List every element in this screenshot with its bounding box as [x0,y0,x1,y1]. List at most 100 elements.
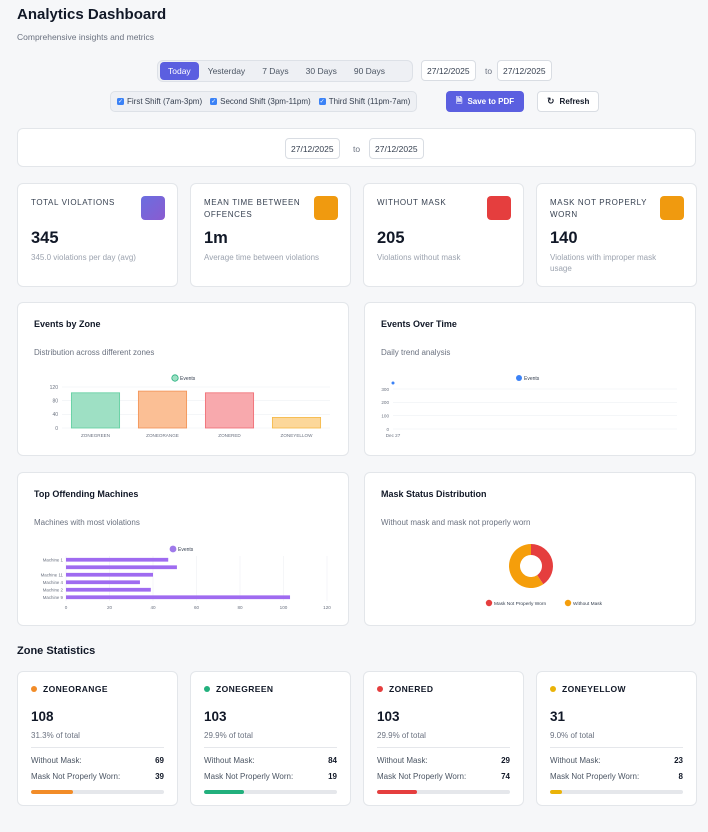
stat-label: MEAN TIME BETWEEN OFFENCES [204,198,301,219]
divider [31,747,164,748]
zone-card-yellow: ZONEYELLOW 31 9.0% of total Without Mask… [536,671,697,806]
row-label: Without Mask: [31,756,82,765]
bar [66,557,169,562]
date-range-tabs: Today Yesterday 7 Days 30 Days 90 Days [157,60,413,82]
tab-yesterday[interactable]: Yesterday [207,66,246,76]
legend-label: Events [178,547,194,553]
tab-90-days[interactable]: 90 Days [353,66,386,76]
checkbox-icon[interactable]: ✓ [117,98,124,105]
stat-card-total-violations: TOTAL VIOLATIONS 345 345.0 violations pe… [17,183,178,287]
x-tick-label: ZONEGREEN [81,433,110,438]
date-filter-panel: 27/12/2025 to 27/12/2025 [17,128,696,167]
checkbox-icon[interactable]: ✓ [210,98,218,105]
events-by-zone-chart: Events 0 40 80 120 ZONEGREEN ZONEORANGE ZONERED… [50,374,330,438]
zone-progress-fill [31,790,73,794]
zone-card-orange: ZONEORANGE 108 31.3% of total Without Ma… [17,671,178,806]
stat-card-mask-not-proper: MASK NOT PROPERLY WORN 140 Violations wi… [536,183,697,287]
chart-panel-top-machines: Top Offending Machines Machines with mos… [17,472,349,626]
chart-subtitle: Machines with most violations [34,518,140,527]
chart-panel-mask-status: Mask Status Distribution Without mask an… [364,472,696,626]
x-tick-label: 60 [194,605,200,610]
zone-row-without-mask: Without Mask: 84 [204,756,337,765]
x-tick-label: ZONEORANGE [146,433,179,438]
tab-30-days[interactable]: 30 Days [305,66,337,76]
document-icon: 🗎 [456,95,463,105]
zone-row-improper: Mask Not Properly Worn: 39 [31,772,164,781]
top-date-from-input[interactable]: 27/12/2025 [421,60,476,81]
top-machines-chart: Events 0 20 40 60 80 100 120 Machine 1 Machine 11… [41,545,331,610]
stat-description: 345.0 violations per day (avg) [31,253,136,262]
data-point [391,381,395,385]
zone-percent: 31.3% of total [31,731,80,740]
y-tick-label: Machine 11 [41,573,64,578]
shift-first[interactable]: ✓ First Shift (7am-3pm) [117,97,202,106]
stat-color-icon [660,196,684,220]
y-tick-label: 200 [381,400,389,405]
top-date-to-input[interactable]: 27/12/2025 [497,60,552,81]
tab-today[interactable]: Today [160,62,199,80]
zone-percent: 9.0% of total [550,731,595,740]
x-tick-label: 80 [237,605,243,610]
filter-date-to-input[interactable]: 27/12/2025 [369,138,424,159]
row-label: Mask Not Properly Worn: [204,772,294,781]
stat-label: TOTAL VIOLATIONS [31,198,115,207]
save-pdf-button[interactable]: 🗎 Save to PDF [446,91,525,112]
refresh-label: Refresh [559,97,590,106]
bar [70,392,121,429]
stat-color-icon [141,196,165,220]
zone-statistics-title: Zone Statistics [17,645,96,657]
shift-second[interactable]: ✓ Second Shift (3pm-11pm) [210,97,311,106]
y-tick-label: 300 [381,387,389,392]
row-value: 69 [155,756,164,765]
x-tick-label: ZONEYELLOW [281,433,314,438]
bar [137,390,188,429]
bar [66,595,291,600]
shift-third[interactable]: ✓ Third Shift (11pm-7am) [318,97,410,106]
stat-value: 205 [377,229,405,247]
y-tick-label: 0 [55,426,58,432]
zone-row-improper: Mask Not Properly Worn: 8 [550,772,683,781]
zone-dot-icon [204,686,210,692]
zone-dot-icon [31,686,37,692]
stat-value: 1m [204,229,228,247]
zone-value: 31 [550,709,566,724]
page-subtitle: Comprehensive insights and metrics [17,32,155,42]
events-over-time-chart: Events 0 100 200 300 Dec 27 [381,375,677,438]
zone-dot-icon [377,686,383,692]
page-title: Analytics Dashboard [17,6,167,23]
row-value: 8 [678,772,683,781]
checkbox-icon[interactable]: ✓ [318,98,326,105]
zone-value: 108 [31,709,54,724]
zone-name: ZONERED [389,684,434,694]
y-tick-label: Machine 9 [43,595,64,600]
refresh-button[interactable]: ↻ Refresh [537,91,600,112]
chart-title: Events Over Time [381,319,457,329]
zone-progress-fill [550,790,562,794]
x-tick-label: 120 [323,605,331,610]
zone-percent: 29.9% of total [377,731,426,740]
chart-subtitle: Without mask and mask not properly worn [381,518,531,527]
y-tick-label: 40 [52,412,58,418]
bar [204,392,255,429]
divider [550,747,683,748]
filter-date-from-input[interactable]: 27/12/2025 [285,138,340,159]
chart-subtitle: Daily trend analysis [381,348,451,357]
zone-row-without-mask: Without Mask: 29 [377,756,510,765]
zone-card-green: ZONEGREEN 103 29.9% of total Without Mas… [190,671,351,806]
zone-row-without-mask: Without Mask: 23 [550,756,683,765]
mask-status-chart: Mask Not Properly Worn Without Mask [485,544,603,607]
zone-percent: 29.9% of total [204,731,253,740]
x-tick-label: Dec 27 [386,433,401,438]
chart-title: Top Offending Machines [34,489,139,499]
y-tick-label: Machine 4 [43,580,64,585]
zone-progress-bar [550,790,683,794]
chart-panel-events-over-time: Events Over Time Daily trend analysis Ev… [364,302,696,456]
stat-description: Violations without mask [377,253,461,262]
save-pdf-label: Save to PDF [467,97,515,106]
zone-card-red: ZONERED 103 29.9% of total Without Mask:… [363,671,524,806]
x-tick-label: ZONERED [218,433,241,438]
x-tick-label: 40 [150,605,156,610]
tab-7-days[interactable]: 7 Days [262,66,289,76]
divider [377,747,510,748]
zone-name: ZONEYELLOW [562,684,626,694]
